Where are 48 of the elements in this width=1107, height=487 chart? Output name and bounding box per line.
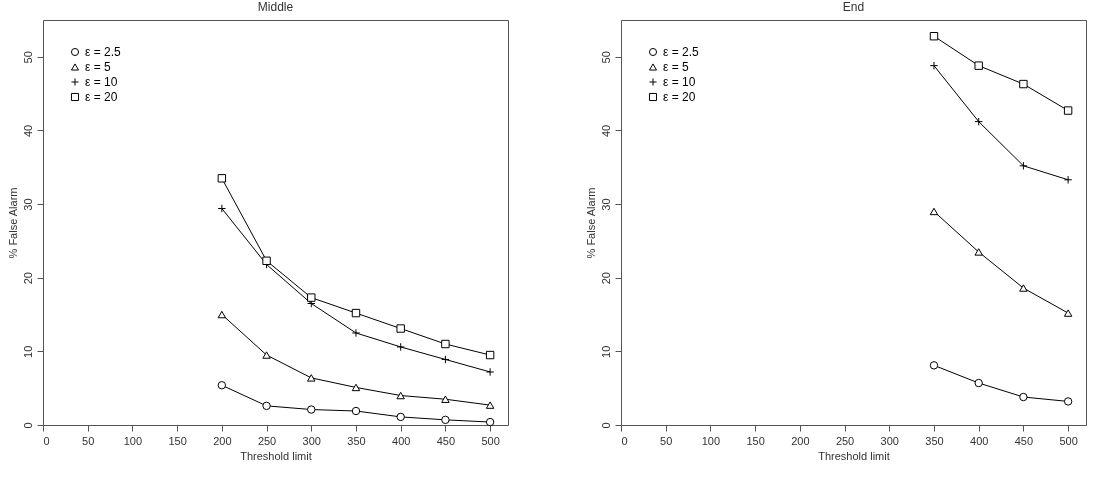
x-tick-label: 50 (660, 434, 673, 447)
x-tick-label: 400 (392, 434, 411, 447)
x-tick-label: 200 (791, 434, 810, 447)
y-tick-label: 20 (599, 272, 612, 285)
y-tick-label: 50 (21, 51, 34, 64)
y-tick-label: 20 (21, 272, 34, 285)
x-tick-label: 350 (925, 434, 944, 447)
y-tick-label: 10 (21, 345, 34, 358)
x-axis-title: Threshold limit (818, 449, 890, 462)
legend-label: ε = 20 (85, 90, 118, 104)
x-tick-label: 500 (1059, 434, 1078, 447)
y-tick-label: 50 (599, 51, 612, 64)
chart-title: End (842, 0, 865, 14)
legend-label: ε = 5 (85, 60, 112, 74)
x-tick-label: 0 (43, 434, 50, 447)
x-tick-label: 250 (835, 434, 855, 447)
x-tick-label: 500 (481, 434, 500, 447)
chart-title: Middle (257, 0, 294, 14)
y-axis-title: % False Alarm (6, 187, 19, 259)
y-axis-title: % False Alarm (584, 187, 597, 259)
x-tick-label: 400 (970, 434, 989, 447)
y-tick-label: 40 (21, 124, 34, 138)
x-tick-label: 150 (746, 434, 765, 447)
x-tick-label: 200 (213, 434, 232, 447)
legend-label: ε = 2.5 (663, 45, 700, 59)
x-tick-label: 450 (1014, 434, 1034, 447)
legend-label: ε = 10 (85, 75, 118, 89)
legend-label: ε = 20 (663, 90, 696, 104)
x-tick-label: 100 (701, 434, 721, 447)
x-tick-label: 300 (302, 434, 321, 447)
x-tick-label: 450 (436, 434, 456, 447)
legend-label: ε = 5 (663, 60, 690, 74)
y-tick-label: 30 (21, 198, 34, 211)
x-tick-label: 0 (621, 434, 628, 447)
x-axis-title: Threshold limit (240, 449, 312, 462)
x-tick-label: 300 (880, 434, 899, 447)
y-tick-label: 30 (599, 198, 612, 211)
x-tick-label: 150 (168, 434, 187, 447)
y-tick-label: 40 (599, 124, 612, 138)
y-tick-label: 0 (21, 422, 34, 429)
x-tick-label: 50 (82, 434, 95, 447)
x-tick-label: 100 (123, 434, 143, 447)
legend-label: ε = 10 (663, 75, 696, 89)
legend-label: ε = 2.5 (85, 45, 122, 59)
y-tick-label: 10 (599, 345, 612, 358)
y-tick-label: 0 (599, 422, 612, 429)
x-tick-label: 350 (347, 434, 366, 447)
x-tick-label: 250 (257, 434, 277, 447)
